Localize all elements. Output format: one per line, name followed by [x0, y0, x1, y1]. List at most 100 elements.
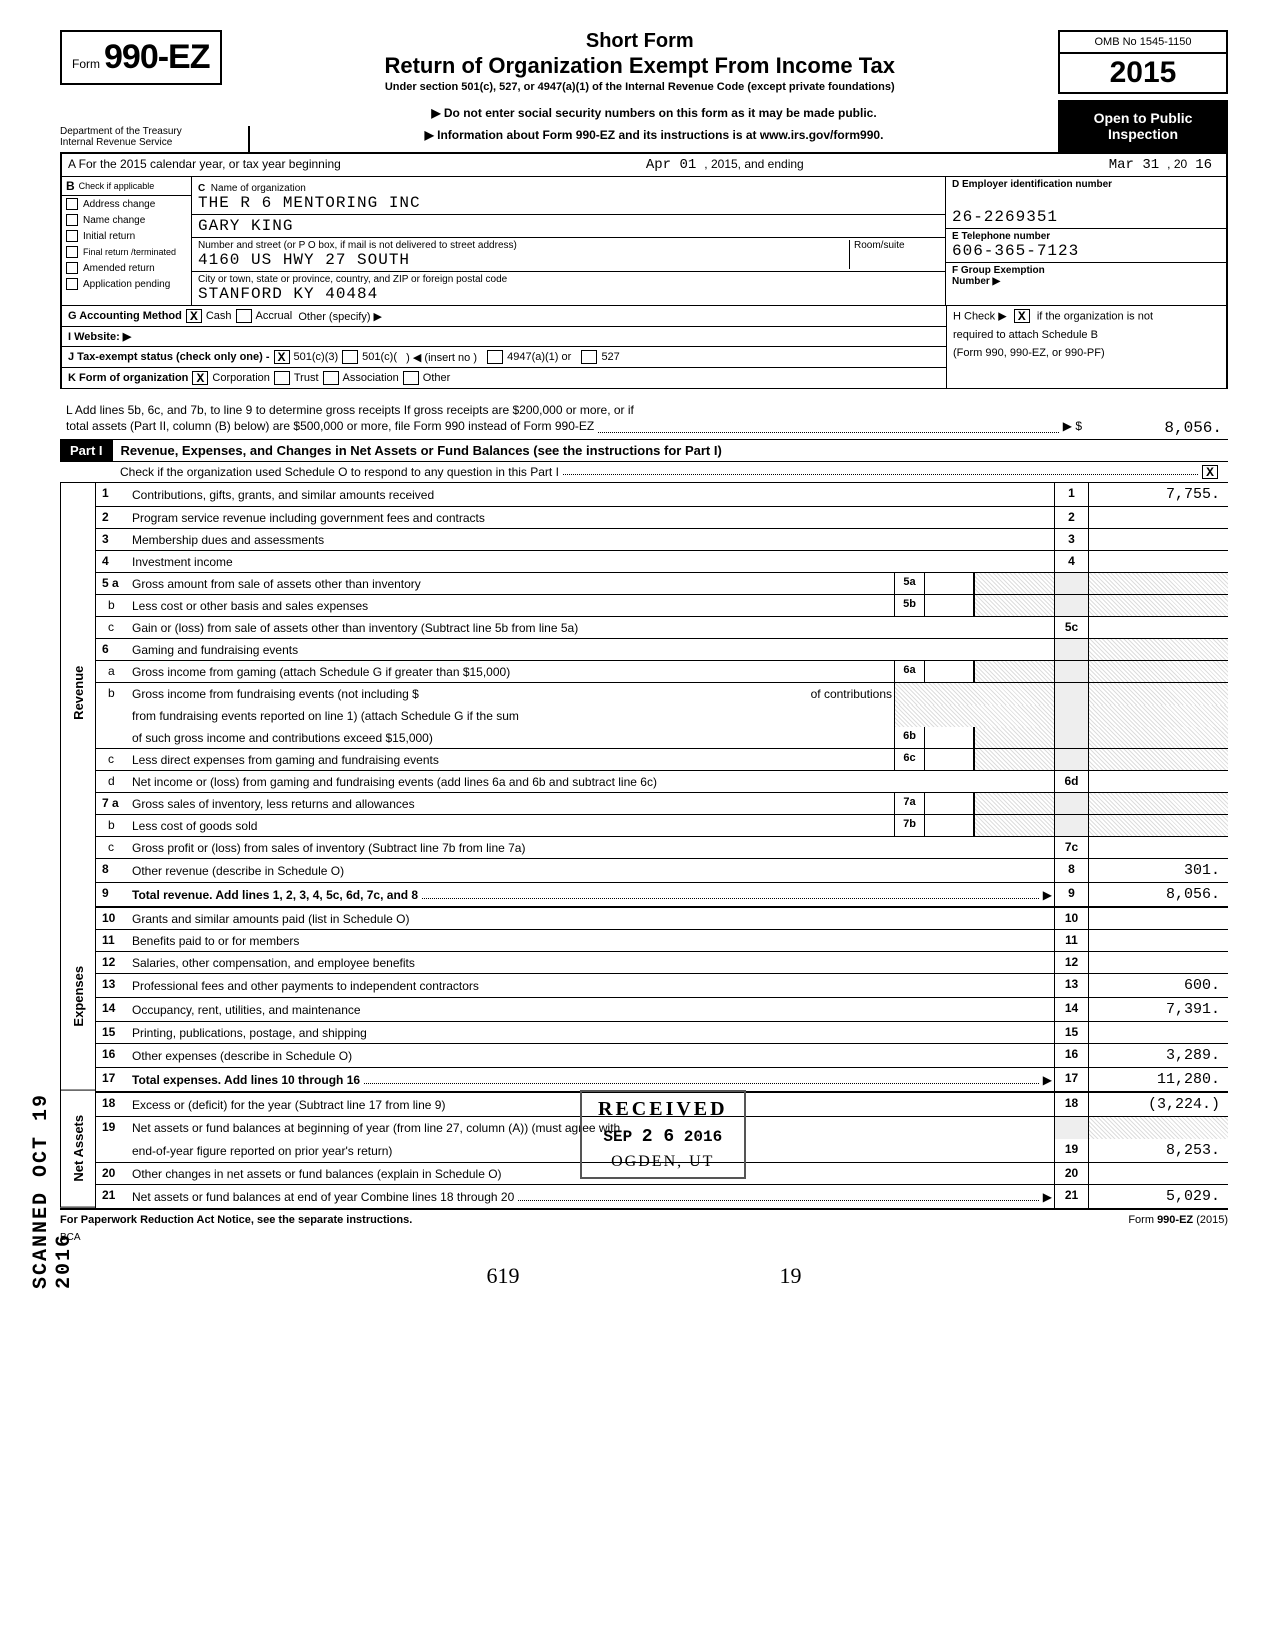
line-8: 8Other revenue (describe in Schedule O)8…	[96, 859, 1228, 883]
k-o4: Other	[423, 372, 451, 384]
sub-header: Department of the Treasury Internal Reve…	[60, 96, 1228, 154]
amt-3	[1088, 529, 1228, 550]
g-cash: Cash	[206, 310, 232, 322]
col-c: C Name of organization THE R 6 MENTORING…	[192, 177, 946, 305]
b-o3: Initial return	[83, 231, 135, 242]
line-6b2: from fundraising events reported on line…	[96, 705, 1228, 727]
l-amt: 8,056.	[1082, 419, 1222, 437]
k-lbl: K Form of organization	[68, 372, 188, 384]
h-t2: if the organization is not	[1037, 311, 1153, 323]
amt-18: (3,224.)	[1088, 1093, 1228, 1116]
line-4: 4Investment income4	[96, 551, 1228, 573]
j-lbl: J Tax-exempt status (check only one) -	[68, 351, 270, 363]
line-a-pre: A For the 2015 calendar year, or tax yea…	[68, 157, 341, 173]
title-block: Short Form Return of Organization Exempt…	[222, 30, 1059, 93]
addr-lbl: Number and street (or P O box, if mail i…	[198, 240, 849, 251]
b-o6: Application pending	[83, 279, 170, 290]
handwrite-1: 619	[487, 1263, 520, 1289]
line-20: 20Other changes in net assets or fund ba…	[96, 1163, 1228, 1185]
form-number: 990-EZ	[104, 38, 210, 77]
chk-accrual[interactable]	[236, 309, 252, 323]
title-main: Return of Organization Exempt From Incom…	[234, 53, 1047, 79]
amt-12	[1088, 952, 1228, 973]
line-14: 14Occupancy, rent, utilities, and mainte…	[96, 998, 1228, 1022]
amt-10	[1088, 908, 1228, 929]
line-6a: aGross income from gaming (attach Schedu…	[96, 661, 1228, 683]
h-t4: (Form 990, 990-EZ, or 990-PF)	[947, 344, 1226, 362]
l-sym: ▶ $	[1063, 419, 1082, 437]
bottom-handwriting: 619 19	[60, 1243, 1228, 1289]
addr-val: 4160 US HWY 27 SOUTH	[198, 251, 849, 269]
b-o4: Final return /terminated	[83, 247, 176, 257]
line-6b1: bGross income from fundraising events (n…	[96, 683, 1228, 705]
omb-year-box: OMB No 1545-1150 2015	[1058, 30, 1228, 94]
amt-17: 11,280.	[1088, 1068, 1228, 1091]
chk-527[interactable]	[581, 350, 597, 364]
form-number-box: Form 990-EZ	[60, 30, 222, 85]
row-g: G Accounting Method XCash Accrual Other …	[62, 306, 946, 327]
chk-cash[interactable]: X	[186, 309, 202, 323]
chk-assoc[interactable]	[323, 371, 339, 385]
amt-5c	[1088, 617, 1228, 638]
line-a-mid: , 2015, and ending	[704, 157, 803, 173]
line-6: 6Gaming and fundraising events	[96, 639, 1228, 661]
footer-left: For Paperwork Reduction Act Notice, see …	[60, 1214, 412, 1226]
chk-501c3[interactable]: X	[274, 350, 290, 364]
amt-20	[1088, 1163, 1228, 1184]
part1-header: Part I Revenue, Expenses, and Changes in…	[60, 439, 1228, 462]
chk-initial[interactable]	[66, 230, 78, 242]
dept-line2: Internal Revenue Service	[60, 137, 242, 148]
amt-4	[1088, 551, 1228, 572]
amt-1: 7,755.	[1088, 483, 1228, 506]
j-o4: 527	[601, 351, 619, 363]
chk-sched-o[interactable]: X	[1202, 465, 1218, 479]
org-name-2: GARY KING	[198, 217, 939, 235]
h-t3: required to attach Schedule B	[947, 326, 1226, 344]
ty-end: Mar 31	[1101, 157, 1167, 173]
chk-4947[interactable]	[487, 350, 503, 364]
line-10: 10Grants and similar amounts paid (list …	[96, 908, 1228, 930]
amt-13: 600.	[1088, 974, 1228, 997]
line-7c: cGross profit or (loss) from sales of in…	[96, 837, 1228, 859]
chk-final[interactable]	[66, 246, 78, 258]
amt-11	[1088, 930, 1228, 951]
h-t1: H Check ▶	[953, 311, 1007, 323]
line-1: 1Contributions, gifts, grants, and simil…	[96, 483, 1228, 507]
room-lbl: Room/suite	[854, 240, 939, 251]
k-o3: Association	[343, 372, 399, 384]
chk-name-change[interactable]	[66, 214, 78, 226]
chk-other-org[interactable]	[403, 371, 419, 385]
chk-amended[interactable]	[66, 262, 78, 274]
row-j: J Tax-exempt status (check only one) - X…	[62, 347, 946, 368]
k-o1: Corporation	[212, 372, 269, 384]
amt-9: 8,056.	[1088, 883, 1228, 906]
instructions: ▶ Do not enter social security numbers o…	[250, 96, 1058, 152]
row-k: K Form of organization XCorporation Trus…	[62, 368, 946, 388]
line-7b: bLess cost of goods sold7b	[96, 815, 1228, 837]
e-lbl: E Telephone number	[952, 231, 1220, 242]
b-hdr2: Check if applicable	[79, 181, 155, 191]
g-accr: Accrual	[256, 310, 293, 322]
scanned-stamp: SCANNED OCT 19 2016	[30, 1040, 76, 1289]
city-val: STANFORD KY 40484	[198, 285, 939, 303]
chk-addr-change[interactable]	[66, 198, 78, 210]
line-5c: cGain or (loss) from sale of assets othe…	[96, 617, 1228, 639]
bca: BCA	[60, 1226, 1228, 1243]
line-17: 17Total expenses. Add lines 10 through 1…	[96, 1068, 1228, 1093]
chk-h[interactable]: X	[1014, 309, 1030, 323]
line-2: 2Program service revenue including gover…	[96, 507, 1228, 529]
line-7a: 7 aGross sales of inventory, less return…	[96, 793, 1228, 815]
header: Form 990-EZ Short Form Return of Organiz…	[60, 30, 1228, 94]
chk-trust[interactable]	[274, 371, 290, 385]
j-o2b: ) ◀ (insert no )	[406, 351, 477, 364]
chk-501c[interactable]	[342, 350, 358, 364]
omb-number: OMB No 1545-1150	[1058, 30, 1228, 54]
amt-15	[1088, 1022, 1228, 1043]
c-name-lbl: Name of organization	[211, 183, 306, 194]
c-lbl: C	[198, 183, 205, 194]
form-page: Form 990-EZ Short Form Return of Organiz…	[60, 30, 1228, 1289]
col-b: B Check if applicable Address change Nam…	[62, 177, 192, 305]
b-o5: Amended return	[83, 263, 155, 274]
chk-corp[interactable]: X	[192, 371, 208, 385]
chk-app-pending[interactable]	[66, 278, 78, 290]
